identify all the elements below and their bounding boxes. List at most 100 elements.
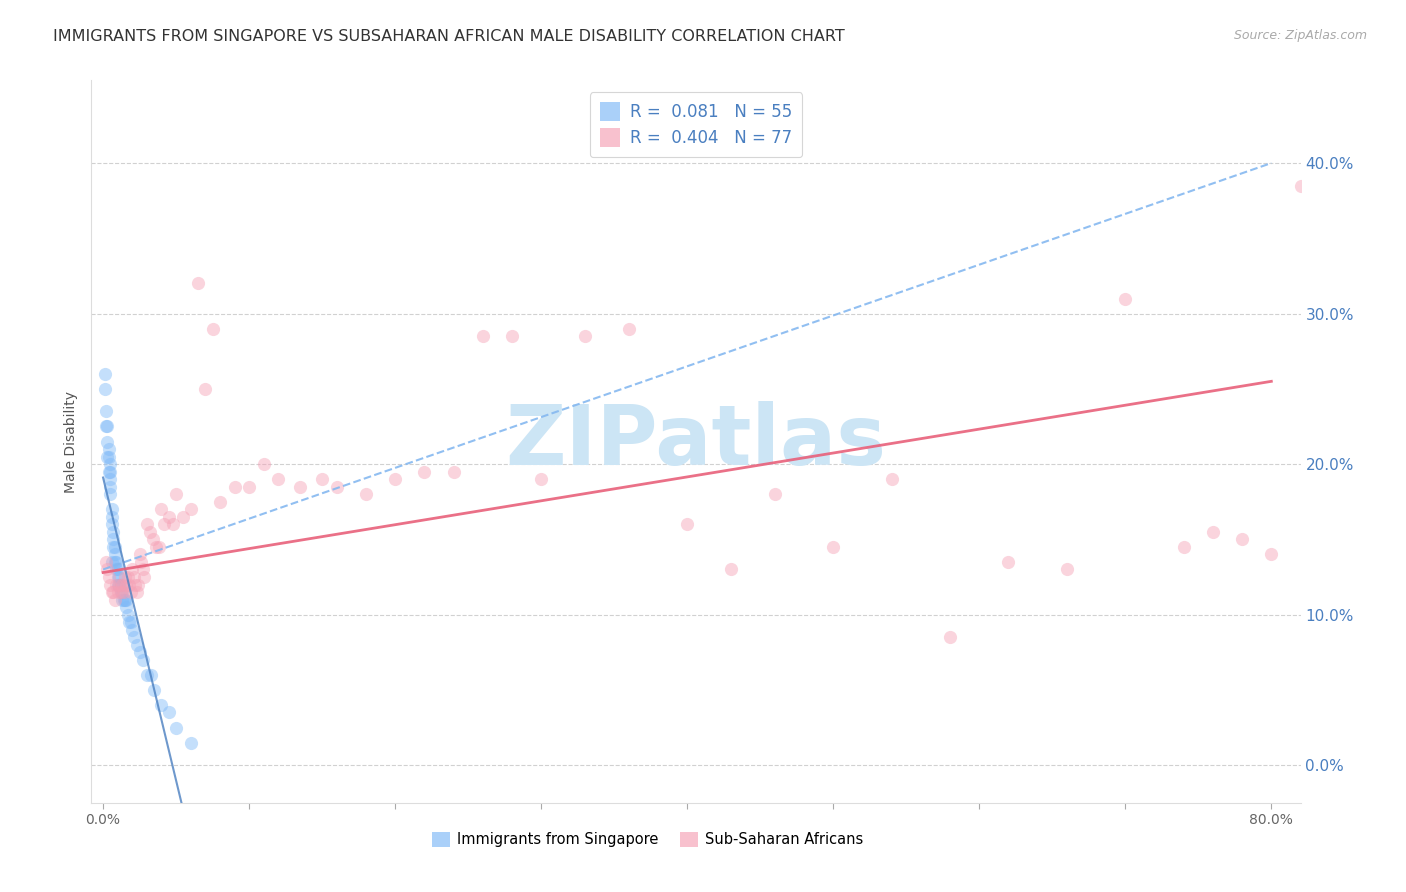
Point	[100, 457, 122, 471]
Point	[238, 480, 260, 494]
Point	[100, 577, 122, 591]
Point	[413, 465, 436, 479]
Point	[1114, 292, 1136, 306]
Point	[105, 577, 128, 591]
Point	[112, 585, 135, 599]
Point	[97, 465, 120, 479]
Point	[112, 592, 135, 607]
Point	[115, 592, 138, 607]
Legend: Immigrants from Singapore, Sub-Saharan Africans: Immigrants from Singapore, Sub-Saharan A…	[426, 826, 869, 854]
Point	[1289, 178, 1312, 193]
Point	[122, 570, 145, 584]
Point	[94, 419, 117, 434]
Point	[530, 472, 553, 486]
Point	[145, 540, 167, 554]
Point	[617, 321, 640, 335]
Point	[100, 480, 122, 494]
Point	[132, 570, 155, 584]
Point	[120, 585, 142, 599]
Point	[111, 577, 134, 591]
Point	[118, 577, 141, 591]
Point	[1202, 524, 1225, 539]
Point	[107, 562, 129, 576]
Point	[1319, 292, 1341, 306]
Point	[354, 487, 377, 501]
Point	[157, 706, 180, 720]
Point	[101, 509, 124, 524]
Point	[165, 721, 187, 735]
Point	[103, 585, 125, 599]
Point	[96, 419, 118, 434]
Point	[107, 577, 129, 591]
Point	[325, 480, 347, 494]
Point	[997, 555, 1019, 569]
Point	[101, 555, 124, 569]
Point	[100, 465, 122, 479]
Point	[110, 585, 132, 599]
Point	[311, 472, 333, 486]
Point	[120, 615, 142, 630]
Point	[127, 577, 149, 591]
Point	[101, 585, 124, 599]
Point	[143, 682, 166, 697]
Point	[97, 442, 120, 456]
Point	[1348, 623, 1371, 637]
Point	[194, 382, 217, 396]
Point	[1056, 562, 1078, 576]
Point	[100, 487, 122, 501]
Point	[121, 562, 143, 576]
Point	[201, 321, 224, 335]
Point	[1230, 533, 1253, 547]
Point	[501, 329, 523, 343]
Point	[150, 698, 173, 712]
Point	[103, 540, 125, 554]
Point	[129, 555, 152, 569]
Point	[676, 517, 699, 532]
Y-axis label: Male Disability: Male Disability	[65, 391, 79, 492]
Point	[101, 502, 124, 516]
Point	[763, 487, 786, 501]
Point	[117, 607, 139, 622]
Point	[180, 502, 202, 516]
Point	[141, 668, 163, 682]
Point	[93, 367, 115, 381]
Point	[131, 562, 153, 576]
Point	[104, 548, 127, 562]
Point	[939, 630, 962, 644]
Point	[139, 524, 162, 539]
Point	[108, 577, 131, 591]
Point	[108, 570, 131, 584]
Point	[823, 540, 845, 554]
Point	[94, 404, 117, 418]
Point	[104, 555, 127, 569]
Point	[108, 577, 131, 591]
Point	[118, 615, 141, 630]
Text: Source: ZipAtlas.com: Source: ZipAtlas.com	[1233, 29, 1367, 42]
Point	[104, 592, 127, 607]
Point	[720, 562, 742, 576]
Point	[97, 450, 120, 464]
Point	[111, 585, 134, 599]
Point	[107, 585, 129, 599]
Point	[135, 517, 157, 532]
Point	[100, 472, 122, 486]
Point	[162, 517, 184, 532]
Point	[107, 570, 129, 584]
Point	[105, 562, 128, 576]
Point	[128, 548, 150, 562]
Text: ZIPatlas: ZIPatlas	[506, 401, 886, 482]
Point	[1173, 540, 1195, 554]
Point	[1260, 548, 1282, 562]
Point	[290, 480, 312, 494]
Point	[187, 277, 209, 291]
Point	[125, 585, 148, 599]
Point	[93, 382, 115, 396]
Point	[111, 592, 134, 607]
Point	[172, 509, 194, 524]
Point	[128, 645, 150, 659]
Point	[96, 450, 118, 464]
Point	[121, 623, 143, 637]
Point	[443, 465, 465, 479]
Point	[105, 555, 128, 569]
Point	[253, 457, 276, 471]
